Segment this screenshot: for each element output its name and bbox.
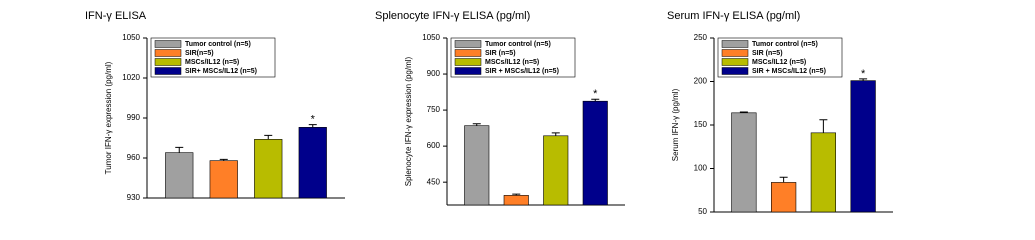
legend-frame	[717, 37, 843, 78]
error-bar	[739, 111, 748, 113]
error-bar	[551, 132, 560, 136]
legend-label: SIR (n=5)	[752, 50, 783, 57]
y-axis-label: Tumor IFN-γ expression (pg/ml)	[104, 61, 113, 174]
error-bar	[219, 158, 228, 161]
y-tick-label: 930	[127, 193, 141, 202]
legend-swatch	[721, 58, 749, 66]
error-bar	[472, 123, 481, 126]
bar	[165, 152, 194, 199]
y-tick-label: 1050	[422, 33, 440, 42]
bar	[464, 125, 490, 206]
error-bar	[859, 78, 868, 81]
legend-label: SIR + MSCs/IL12 (n=5)	[485, 68, 559, 75]
legend-swatch	[454, 58, 482, 66]
legend-label: Tumor control (n=5)	[185, 41, 251, 48]
legend-swatch	[154, 49, 182, 57]
bar	[850, 80, 876, 213]
legend-swatch	[454, 67, 482, 75]
bar	[771, 182, 797, 213]
legend-swatch	[154, 67, 182, 75]
bar	[209, 160, 238, 199]
error-bar	[308, 124, 317, 128]
chart-title: Splenocyte IFN-γ ELISA (pg/ml)	[375, 10, 530, 22]
legend-swatch	[721, 67, 749, 75]
panel: Splenocyte IFN-γ ELISA (pg/ml) Splenocyte…	[375, 10, 625, 206]
legend-frame	[450, 37, 576, 78]
error-bar	[175, 146, 184, 153]
y-tick-label: 600	[427, 141, 441, 150]
y-tick-label: 450	[427, 177, 441, 186]
error-bar	[591, 98, 600, 102]
error-bar	[512, 193, 521, 196]
legend-label: MSCs/IL12 (n=5)	[485, 59, 539, 66]
y-tick-label: 250	[694, 33, 708, 42]
legend-frame	[150, 37, 276, 78]
annotation: *	[311, 114, 316, 126]
legend-swatch	[454, 40, 482, 48]
y-tick-label: 50	[698, 207, 707, 216]
legend-swatch	[721, 40, 749, 48]
y-tick-label: 990	[127, 113, 141, 122]
legend-swatch	[154, 40, 182, 48]
y-tick-label: 900	[427, 69, 441, 78]
legend-swatch	[454, 49, 482, 57]
annotation: *	[861, 68, 866, 80]
legend-label: SIR + MSCs/IL12 (n=5)	[752, 68, 826, 75]
bar	[731, 112, 757, 213]
annotation: *	[593, 88, 598, 100]
page: IFN-γ ELISA Tumor IFN-γ expression (pg/ml…	[85, 9, 893, 217]
bar	[503, 195, 529, 206]
y-axis-label: Serum IFN-γ (pg/ml)	[671, 88, 680, 161]
bar	[543, 135, 569, 206]
legend-label: Tumor control (n=5)	[752, 41, 818, 48]
panel: Serum IFN-γ ELISA (pg/ml) Serum IFN-γ (pg…	[667, 10, 893, 216]
legend-label: SIR(n=5)	[185, 50, 214, 57]
bar	[298, 127, 327, 199]
bar	[810, 132, 836, 213]
y-tick-label: 1050	[122, 33, 140, 42]
legend-swatch	[721, 49, 749, 57]
bar	[254, 139, 283, 199]
legend-label: SIR+ MSCs/IL12 (n=5)	[185, 68, 257, 75]
y-tick-label: 100	[694, 164, 708, 173]
bar	[582, 100, 608, 206]
figure: IFN-γ ELISA Tumor IFN-γ expression (pg/ml…	[85, 10, 893, 216]
y-tick-label: 200	[694, 77, 708, 86]
y-tick-label: 960	[127, 153, 141, 162]
error-bar	[819, 119, 828, 133]
chart-title: Serum IFN-γ ELISA (pg/ml)	[667, 10, 800, 22]
y-tick-label: 750	[427, 105, 441, 114]
error-bar	[264, 134, 273, 140]
legend-label: MSCs/IL12 (n=5)	[185, 59, 239, 66]
legend-label: Tumor control (n=5)	[485, 41, 551, 48]
legend-label: SIR (n=5)	[485, 50, 516, 57]
chart-title: IFN-γ ELISA	[85, 10, 147, 22]
error-bar	[779, 176, 788, 183]
y-tick-label: 1020	[122, 73, 140, 82]
y-axis-label: Splenocyte IFN-γ expression (pg/ml)	[404, 56, 413, 186]
y-tick-label: 150	[694, 120, 708, 129]
legend-swatch	[154, 58, 182, 66]
legend-label: MSCs/IL12 (n=5)	[752, 59, 806, 66]
panel: IFN-γ ELISA Tumor IFN-γ expression (pg/ml…	[85, 10, 345, 202]
